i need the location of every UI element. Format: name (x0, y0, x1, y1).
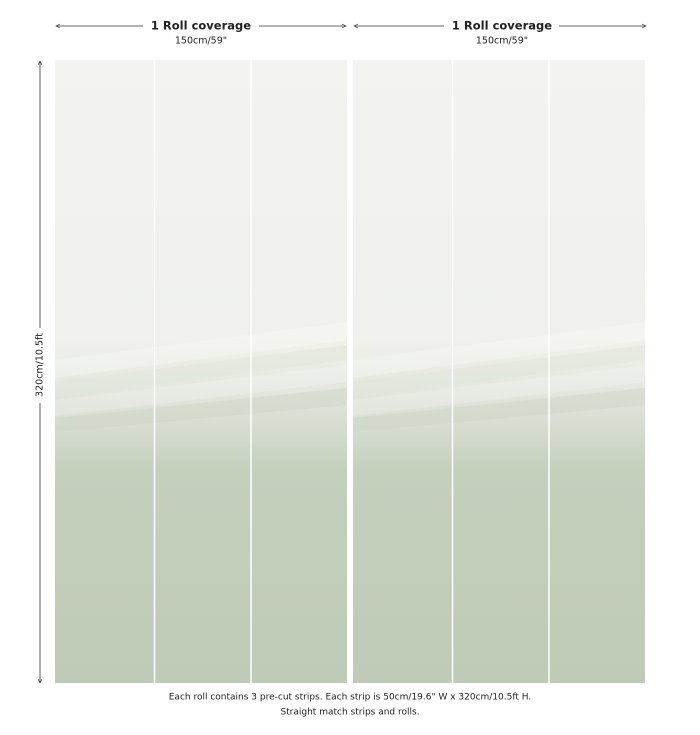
roll-title: 1 Roll coverage (151, 19, 251, 33)
height-label: 320cm/10.5ft (35, 333, 46, 397)
roll-panel (54, 59, 348, 684)
roll-width: 150cm/59" (175, 36, 227, 47)
footer-text: Each roll contains 3 pre-cut strips. Eac… (169, 693, 532, 703)
footer-text: Straight match strips and rolls. (280, 708, 419, 718)
roll-panel (352, 59, 646, 684)
roll-width: 150cm/59" (476, 36, 528, 47)
roll-title: 1 Roll coverage (452, 19, 552, 33)
